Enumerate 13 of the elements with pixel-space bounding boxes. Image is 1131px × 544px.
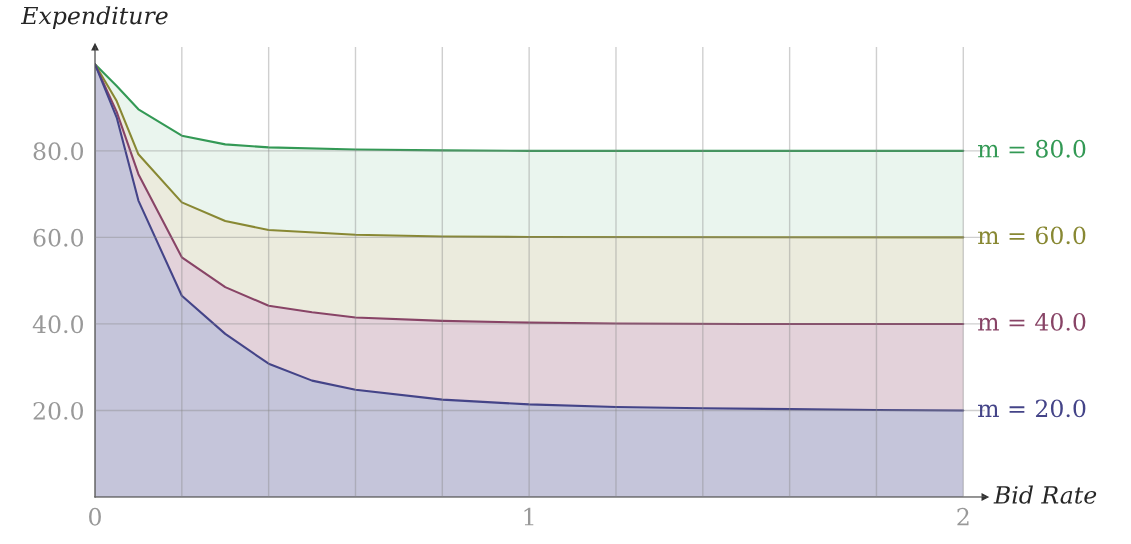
y-tick-label: 60.0 <box>33 228 84 247</box>
y-tick-label: 20.0 <box>33 401 84 420</box>
y-tick-label: 40.0 <box>32 315 84 334</box>
x-tick-label: 2 <box>957 507 969 526</box>
series-label: m = 20.0 <box>978 399 1086 418</box>
x-tick-label: 0 <box>89 507 101 526</box>
series-label: m = 80.0 <box>978 139 1086 158</box>
y-axis-title: Expenditure <box>20 6 168 29</box>
x-axis-title: Bid Rate <box>993 485 1097 504</box>
y-tick-label: 80.0 <box>33 142 84 161</box>
series-label: m = 60.0 <box>978 226 1086 245</box>
series-label: m = 40.0 <box>978 312 1086 331</box>
x-tick-label: 1 <box>524 507 534 526</box>
